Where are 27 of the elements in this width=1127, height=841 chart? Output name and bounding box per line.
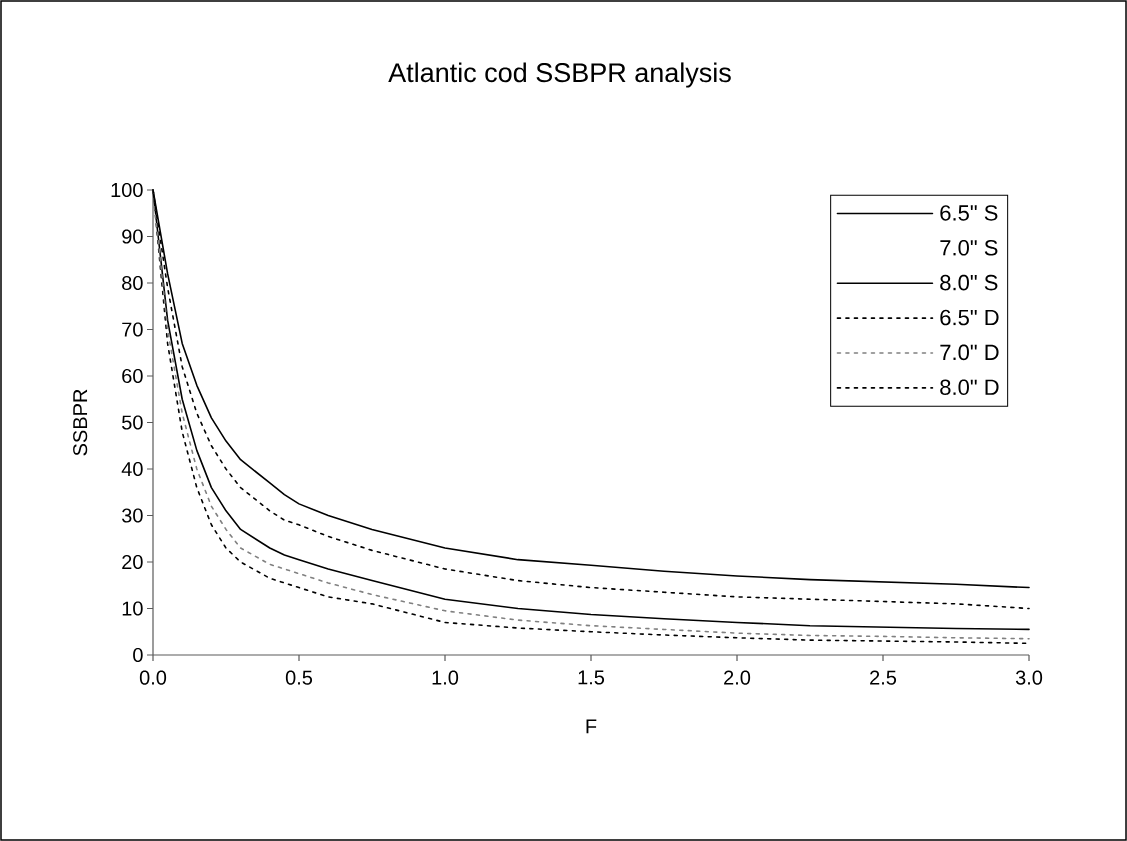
y-tick-label: 10: [122, 601, 143, 616]
y-axis-title: SSBPR: [73, 389, 88, 456]
x-tick-label: 0.5: [285, 670, 313, 685]
x-tick-label: 0.0: [139, 670, 167, 685]
text: 7.0" S: [940, 240, 998, 256]
y-tick-label: 90: [122, 229, 143, 244]
legend-label: 8.0" D: [940, 379, 999, 396]
y-tick-label: 20: [122, 554, 143, 570]
y-tick-label: 30: [121, 508, 143, 523]
y-tick-label: 70: [122, 322, 143, 337]
y-tick-label: 0: [133, 647, 143, 663]
legend-label: 7.0" D: [940, 344, 999, 361]
chart-title: Atlantic cod SSBPR analysis: [388, 62, 731, 88]
y-tick-label: 100: [111, 182, 143, 198]
legend-label: 8.0" S: [940, 274, 998, 291]
x-tick-label: 1.5: [578, 670, 605, 685]
x-tick-label: 2.0: [724, 670, 751, 685]
x-axis-title: F: [586, 719, 597, 734]
legend-label: 6.5" S: [940, 205, 998, 221]
x-tick-label: 3.0: [1015, 670, 1043, 685]
x-tick-label: 1.0: [432, 670, 459, 685]
y-tick-label: 50: [122, 415, 143, 430]
y-tick-label: 80: [122, 275, 143, 291]
y-tick-label: 60: [122, 368, 143, 384]
x-tick-label: 2.5: [870, 670, 897, 685]
legend-label: 6.5" D: [940, 309, 999, 326]
y-tick-label: 40: [121, 461, 143, 477]
